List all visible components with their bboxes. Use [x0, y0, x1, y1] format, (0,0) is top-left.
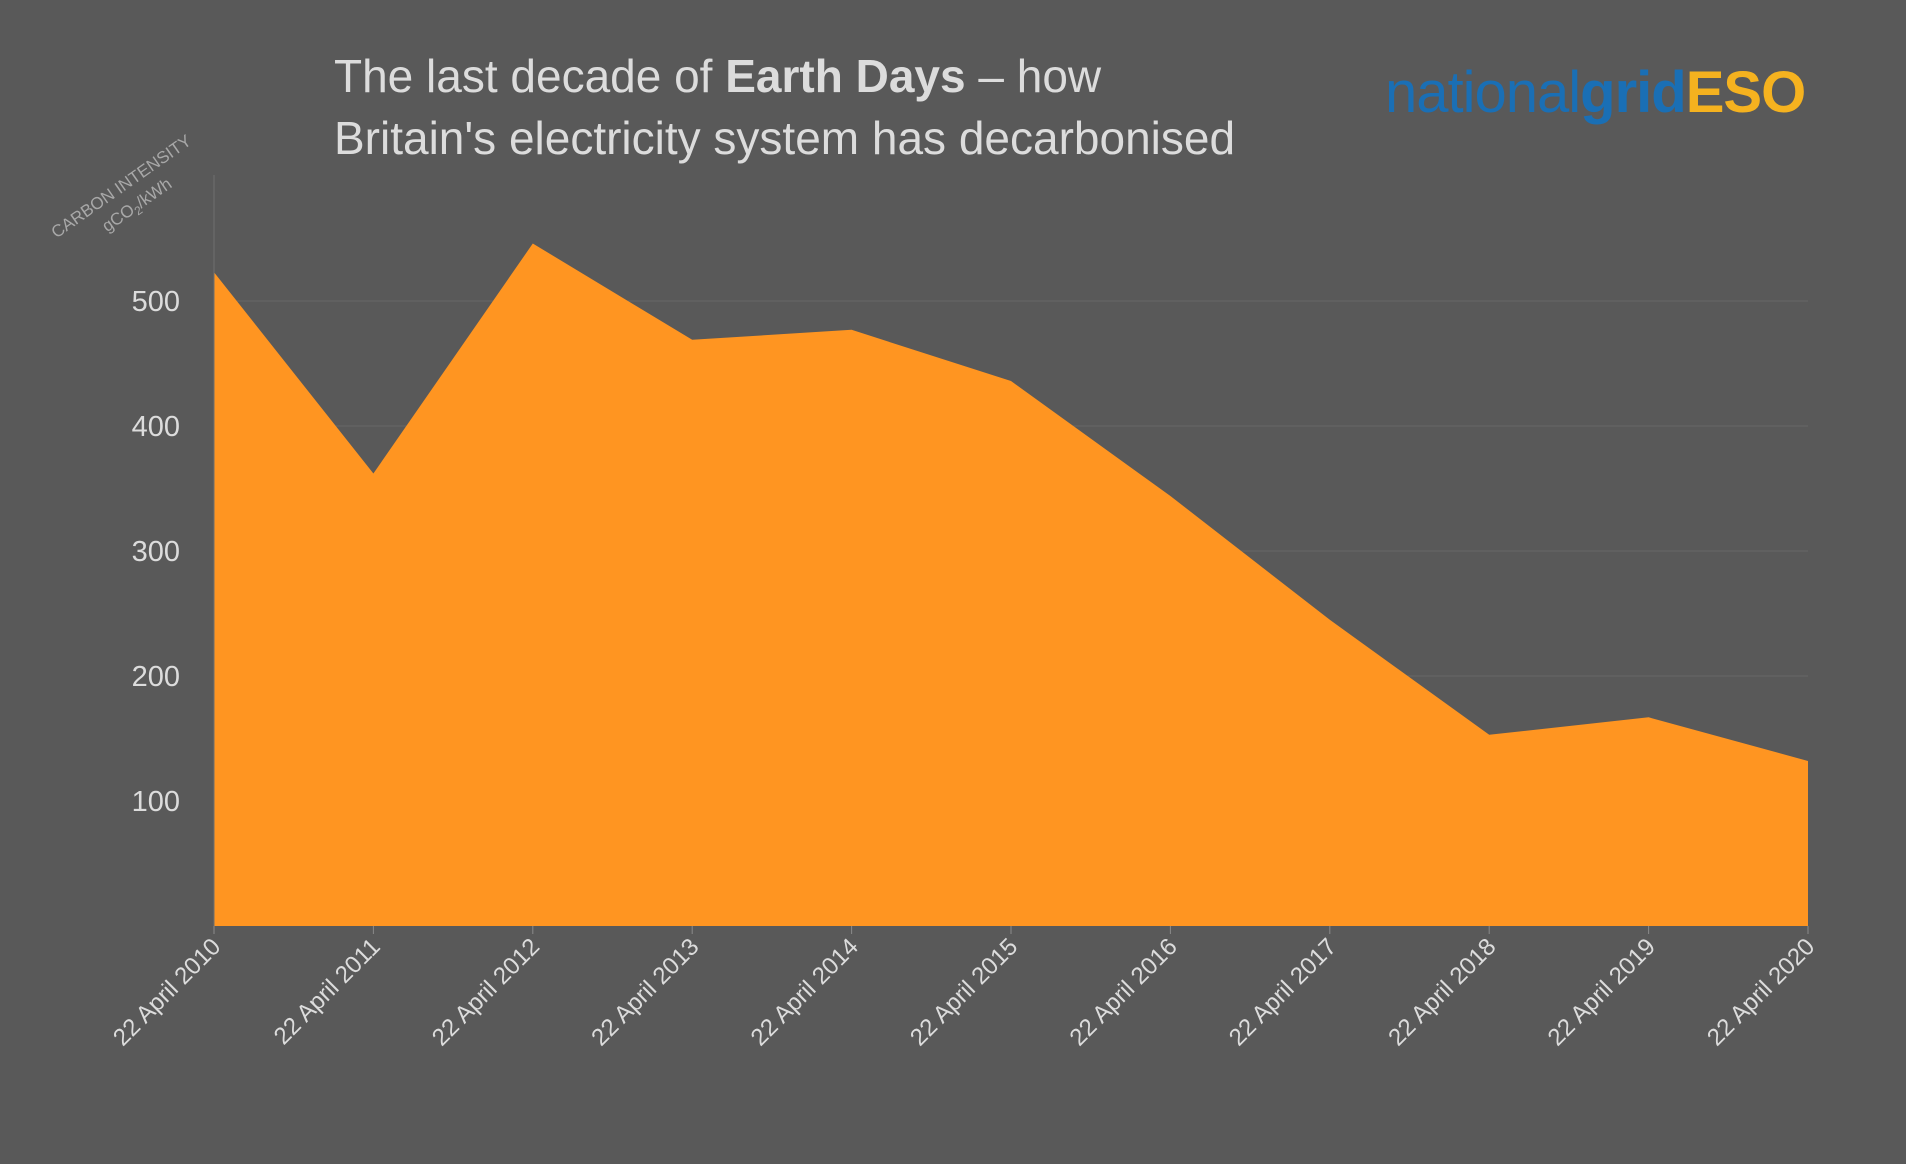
x-tick-label: 22 April 2019	[1543, 933, 1661, 1051]
y-tick-label-400: 400	[132, 411, 180, 443]
y-axis-ticks: 100 200 300 400 500	[132, 286, 180, 818]
carbon-intensity-area	[214, 243, 1808, 926]
y-axis-label: CARBON INTENSITY gCO2/kWh	[48, 129, 214, 265]
title-line2: Britain's electricity system has decarbo…	[334, 112, 1236, 164]
y-tick-label-500: 500	[132, 286, 180, 318]
y-tick-label-200: 200	[132, 661, 180, 693]
national-grid-eso-logo: nationalgridESO	[1385, 60, 1806, 125]
title-suffix: – how	[965, 50, 1102, 102]
y-tick-label-100: 100	[132, 786, 180, 818]
logo-part3: ESO	[1685, 60, 1806, 125]
x-tick-label: 22 April 2015	[905, 933, 1023, 1051]
x-axis-ticks: 22 April 2010 22 April 2011 22 April 2012 2…	[108, 926, 1820, 1051]
x-tick-label: 22 April 2010	[108, 933, 226, 1051]
logo-part1: national	[1385, 60, 1581, 125]
title-prefix: The last decade of	[334, 50, 726, 102]
x-tick-label: 22 April 2012	[427, 933, 545, 1051]
x-tick-label: 22 April 2014	[746, 933, 864, 1051]
x-tick-label: 22 April 2011	[269, 933, 386, 1050]
y-tick-label-300: 300	[132, 536, 180, 568]
chart-title: The last decade of Earth Days – how Brita…	[334, 45, 1334, 169]
x-tick-label: 22 April 2016	[1064, 933, 1182, 1051]
x-tick-label: 22 April 2020	[1702, 933, 1820, 1051]
x-tick-label: 22 April 2017	[1224, 933, 1342, 1051]
logo-part2: grid	[1580, 60, 1687, 125]
x-tick-label: 22 April 2013	[586, 933, 704, 1051]
x-tick-label: 22 April 2018	[1383, 933, 1501, 1051]
title-bold: Earth Days	[725, 50, 966, 102]
